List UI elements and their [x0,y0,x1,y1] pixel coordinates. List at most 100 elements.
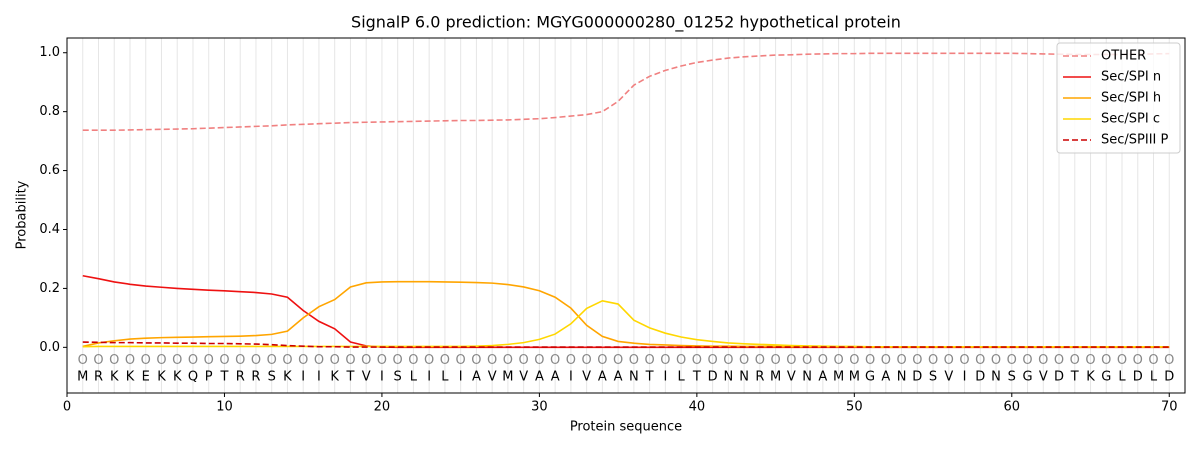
residue-label: N [897,369,907,384]
marker-label: O [204,353,214,368]
residue-label: L [1118,369,1126,384]
residue-label: I [663,369,667,384]
legend-label: Sec/SPI c [1101,112,1160,127]
marker-label: O [503,353,513,368]
residue-label: T [692,369,701,384]
y-tick-label: 0.0 [39,340,60,355]
marker-label: O [1054,353,1064,368]
residue-label: E [142,369,150,384]
marker-label: O [896,353,906,368]
residue-label: A [598,369,607,384]
residue-label: V [787,369,796,384]
legend-label: Sec/SPIII P [1101,133,1169,148]
residue-label: L [441,369,449,384]
marker-label: O [156,353,166,368]
residue-label: N [723,369,733,384]
marker-label: O [456,353,466,368]
marker-label: O [975,353,985,368]
marker-label: O [566,353,576,368]
residue-label: I [380,369,384,384]
residue-label: I [427,369,431,384]
marker-label: O [361,353,371,368]
marker-label: O [440,353,450,368]
residue-label: D [1164,369,1174,384]
y-tick-label: 0.6 [39,163,60,178]
residue-label: D [975,369,985,384]
marker-label: O [707,353,717,368]
chart-title: SignalP 6.0 prediction: MGYG000000280_01… [351,13,901,33]
residue-label: K [330,369,339,384]
residue-label: P [205,369,213,384]
residue-label: M [77,369,88,384]
residue-label: N [802,369,812,384]
residue-label: R [236,369,245,384]
marker-label: O [330,353,340,368]
residue-label: L [677,369,685,384]
residue-label: A [614,369,623,384]
residue-label: D [1133,369,1143,384]
residue-label: G [865,369,875,384]
marker-label: O [613,353,623,368]
residue-label: S [1008,369,1016,384]
residue-label: Q [188,369,198,384]
marker-label: O [219,353,229,368]
y-tick-label: 0.2 [39,281,60,296]
marker-label: O [849,353,859,368]
y-tick-label: 0.4 [39,222,60,237]
marker-label: O [314,353,324,368]
residue-label: N [629,369,639,384]
residue-label: T [1070,369,1079,384]
residue-label: T [645,369,654,384]
residue-label: M [770,369,781,384]
series-line [82,52,1170,132]
legend-box [1056,42,1181,154]
marker-label: O [959,353,969,368]
residue-label: V [1039,369,1048,384]
marker-label: O [1164,353,1174,368]
x-tick-label: 40 [689,400,706,415]
legend-label: OTHER [1101,49,1146,64]
marker-label: O [534,353,544,368]
residue-label: V [488,369,497,384]
x-tick-label: 70 [1161,400,1178,415]
residue-label: L [1150,369,1158,384]
residue-label: R [94,369,103,384]
x-axis-label: Protein sequence [570,420,682,435]
marker-label: O [582,353,592,368]
x-tick-label: 10 [216,400,233,415]
marker-label: O [377,353,387,368]
x-tick-label: 30 [531,400,548,415]
marker-label: O [755,353,765,368]
marker-label: O [1133,353,1143,368]
marker-label: O [393,353,403,368]
marker-label: O [1117,353,1127,368]
marker-label: O [267,353,277,368]
marker-label: O [109,353,119,368]
legend-label: Sec/SPI h [1101,91,1161,106]
marker-label: O [928,353,938,368]
marker-label: O [471,353,481,368]
series-line [82,341,1170,348]
marker-label: O [188,353,198,368]
marker-label: O [802,353,812,368]
marker-label: O [786,353,796,368]
residue-label: T [219,369,228,384]
x-tick-label: 50 [846,400,863,415]
residue-label: K [1086,369,1095,384]
marker-label: O [235,353,245,368]
residue-label: M [833,369,844,384]
residue-label: A [551,369,560,384]
plot-frame [66,37,1186,394]
residue-label: S [929,369,937,384]
residue-label: M [502,369,513,384]
x-tick-label: 20 [374,400,391,415]
residue-label: N [739,369,749,384]
residue-label: A [818,369,827,384]
residue-label: S [394,369,402,384]
marker-label: O [1101,353,1111,368]
marker-label: O [125,353,135,368]
residue-label: N [991,369,1001,384]
residue-label: V [519,369,528,384]
residue-label: K [126,369,135,384]
